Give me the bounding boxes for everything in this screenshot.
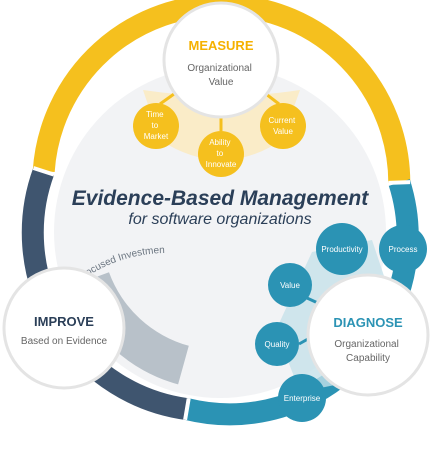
productivity-bubble[interactable] <box>316 223 368 275</box>
quality-bubble[interactable] <box>255 322 299 366</box>
diagnose-subtitle: Organizational Capability <box>334 339 401 364</box>
current-value-bubble[interactable] <box>260 103 306 149</box>
improve-node[interactable] <box>2 266 126 390</box>
process-text: Process <box>389 245 418 254</box>
diagnose-node[interactable] <box>306 273 430 397</box>
quality-text: Quality <box>265 340 290 349</box>
measure-bubbles: Time to Market Ability to Innovate Curre… <box>133 103 306 177</box>
improve-title: IMPROVE <box>34 314 94 329</box>
ring-separator <box>32 166 55 177</box>
value-bubble[interactable] <box>268 263 312 307</box>
ring-separator <box>388 180 411 185</box>
time-to-market-text: Time to Market <box>144 110 169 141</box>
enterprise-text: Enterprise <box>284 394 321 403</box>
diagram-subtitle: for software organizations <box>128 211 311 228</box>
process-bubble[interactable] <box>379 225 427 273</box>
value-text: Value <box>280 281 300 290</box>
measure-node[interactable] <box>162 1 280 119</box>
productivity-text: Productivity <box>321 245 362 254</box>
diagnose-bubbles: Productivity Process Value Quality Enter… <box>255 223 427 422</box>
current-value-text: Current Value <box>269 116 298 136</box>
ability-to-innovate-bubble[interactable] <box>198 131 244 177</box>
measure-title: MEASURE <box>188 38 253 53</box>
improve-subtitle: Based on Evidence <box>21 336 108 347</box>
diagram-title: Evidence-Based Management <box>72 187 369 210</box>
enterprise-bubble[interactable] <box>278 374 326 422</box>
time-to-market-bubble[interactable] <box>133 103 179 149</box>
measure-subtitle: Organizational Value <box>187 63 254 88</box>
ability-to-innovate-text: Ability to Innovate <box>206 138 237 169</box>
ring-separator <box>183 398 191 421</box>
diagnose-title: DIAGNOSE <box>333 315 403 330</box>
